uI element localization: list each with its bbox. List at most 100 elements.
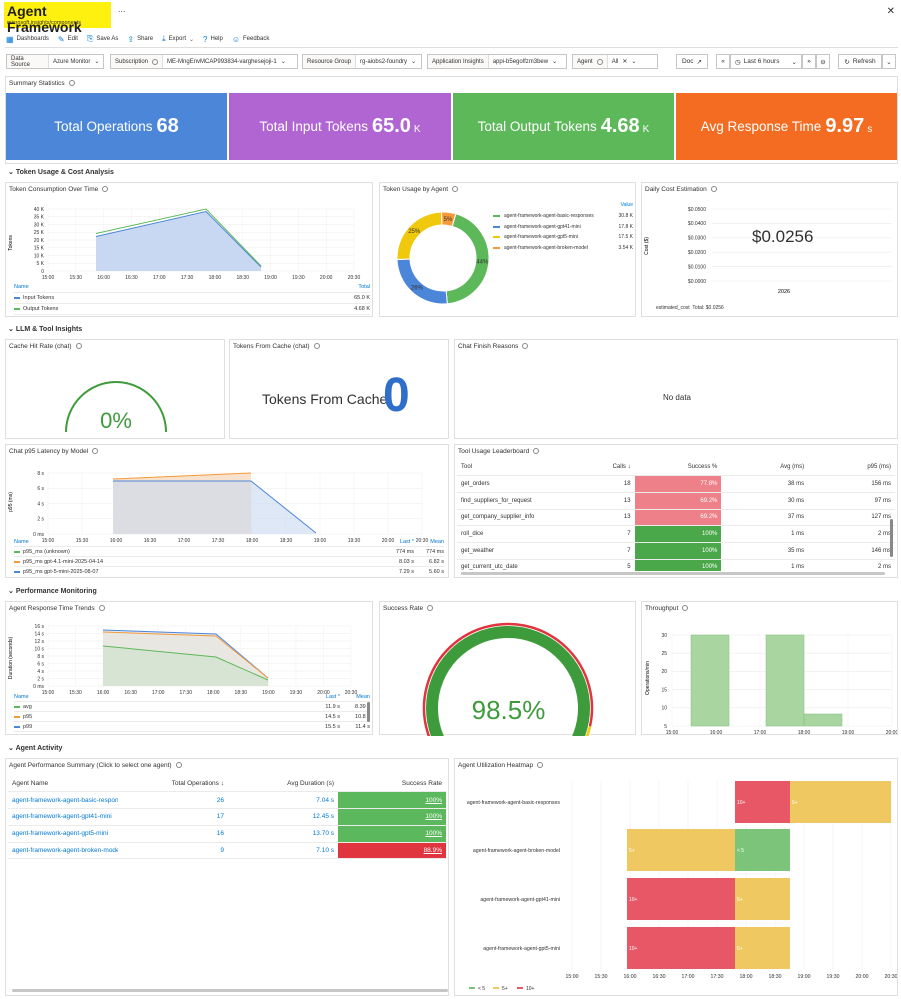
agent-name-link[interactable]: agent-framework-agent-gpt5-mini (8, 825, 118, 843)
vertical-scrollbar[interactable] (367, 702, 370, 722)
heatmap-cell[interactable] (790, 781, 891, 823)
edit-button[interactable]: ✎ Edit (58, 35, 78, 44)
app-insights-param[interactable]: Application Insights appi-b5egolfzm3bew ⌄ (427, 54, 567, 69)
column-header-success-rate[interactable]: Success Rate (338, 775, 446, 793)
y-tick-label: 5 K (36, 261, 44, 267)
info-icon (92, 448, 99, 455)
legend-label: estimated_cost (656, 305, 690, 311)
agent-param[interactable]: Agent All ✕ ⌄ (572, 54, 658, 69)
x-tick-label: 15:00 (42, 690, 55, 696)
legend-row[interactable]: agent-framework-agent-gpt41-mini 17.8 K (493, 222, 633, 233)
tile-unit: K (642, 124, 650, 135)
command-toolbar: ▦ Dashboards ✎ Edit ⎘ Save As ⇪ Share ⤓ Expor… (6, 33, 269, 45)
heatmap-cell[interactable] (735, 781, 790, 823)
legend-row[interactable]: p99 15.5 s 11.4 s (14, 722, 370, 732)
section-title: LLM & Tool Insights (15, 326, 83, 333)
horizontal-scrollbar[interactable] (12, 989, 448, 992)
legend-row[interactable]: p95_ms gpt-5-mini-2025-08-07 7.29 s 5.60 s (14, 567, 444, 576)
legend-row[interactable]: agent-framework-agent-broken-model 3.54 K (493, 243, 633, 254)
agent-name-link[interactable]: agent-framework-agent-basic-responses (8, 791, 118, 810)
heatmap-cell[interactable] (627, 878, 735, 920)
table-row[interactable]: get_weather 7 100% 35 ms 146 ms (457, 542, 895, 560)
legend-row[interactable]: p95 14.5 s 10.8 s (14, 712, 370, 722)
table-row[interactable]: agent-framework-agent-basic-responses 26 7… (8, 791, 446, 810)
x-tick-label: 16:30 (144, 538, 157, 542)
export-button[interactable]: ⤓ Export ⌄ (162, 34, 194, 44)
donut-slice[interactable] (441, 211, 457, 227)
y-tick-label: 25 (661, 651, 667, 657)
legend-row[interactable]: Output Tokens 4.68 K (14, 304, 370, 315)
column-header-tool[interactable]: Tool (457, 459, 546, 477)
legend-label: 5+ (502, 986, 508, 992)
column-header-p95[interactable]: p95 (ms) (808, 459, 895, 477)
horizontal-scrollbar[interactable] (461, 572, 885, 575)
section-llm-insights[interactable]: ⌄ LLM & Tool Insights (8, 325, 82, 333)
chevron-down-icon: ⌄ (886, 58, 892, 66)
heatmap-cell[interactable] (627, 829, 735, 871)
legend-row[interactable]: p95_ms gpt-4.1-mini-2025-04-14 8.03 s 6.82… (14, 557, 444, 567)
doc-button[interactable]: Doc ↗ (676, 54, 708, 69)
time-forward-button[interactable]: » (802, 54, 816, 69)
donut-slice[interactable] (396, 211, 443, 260)
dashboards-button[interactable]: ▦ Dashboards (6, 35, 49, 44)
panel-title-text: Chat Finish Reasons (458, 343, 519, 350)
close-button[interactable]: ✕ (886, 6, 895, 17)
x-tick-label: 18:00 (246, 538, 259, 542)
data-source-param[interactable]: Data Source Azure Monitor ⌄ (6, 54, 104, 69)
column-header-operations[interactable]: Total Operations ↓ (118, 775, 228, 793)
heatmap-cell[interactable] (735, 927, 790, 969)
page-title: Agent Framework (7, 3, 82, 35)
column-header-agent[interactable]: Agent Name (8, 775, 118, 793)
table-row[interactable]: roll_dice 7 100% 1 ms 2 ms (457, 525, 895, 543)
clear-icon[interactable]: ✕ (622, 59, 628, 65)
more-options-button[interactable]: ... (118, 4, 126, 14)
table-row[interactable]: agent-framework-agent-broken-model 9 7.10 … (8, 842, 446, 860)
chevron-down-icon: ⌄ (411, 59, 417, 65)
legend-row[interactable]: p95_ms (unknown) 774 ms 774 ms (14, 547, 444, 557)
refresh-button[interactable]: ↻ Refresh (838, 54, 882, 69)
x-tick-label: 19:00 (842, 730, 855, 734)
legend-row[interactable]: Input Tokens 65.0 K (14, 293, 370, 304)
legend-row[interactable]: avg 11.9 s 8.39 s (14, 702, 370, 712)
save-as-button[interactable]: ⎘ Save As (87, 34, 118, 44)
vertical-scrollbar[interactable] (890, 519, 893, 557)
section-performance[interactable]: ⌄ Performance Monitoring (8, 587, 97, 595)
donut-slice[interactable] (396, 258, 448, 305)
table-row[interactable]: agent-framework-agent-gpt5-mini 16 13.70 s… (8, 825, 446, 843)
zoom-out-button[interactable]: ⊖ (816, 54, 830, 69)
time-back-button[interactable]: « (716, 54, 730, 69)
time-range-picker[interactable]: ◷ Last 6 hours ⌄ (730, 54, 802, 69)
refresh-options-button[interactable]: ⌄ (882, 54, 896, 69)
column-header-avg[interactable]: Avg (ms) (721, 459, 809, 477)
heatmap-cell[interactable] (735, 878, 790, 920)
table-row[interactable]: get_current_utc_date 5 100% 1 ms 2 ms (457, 559, 895, 571)
table-row[interactable]: get_orders 18 77.8% 38 ms 156 ms (457, 475, 895, 493)
heatmap-cell[interactable] (735, 829, 790, 871)
agent-name-link[interactable]: agent-framework-agent-broken-model (8, 842, 118, 860)
legend-row[interactable]: agent-framework-agent-basic-responses 30.… (493, 211, 633, 222)
legend-row[interactable]: agent-framework-agent-gpt5-mini 17.5 K (493, 232, 633, 243)
agent-name-link[interactable]: agent-framework-agent-gpt41-mini (8, 808, 118, 826)
column-header-success[interactable]: Success % (634, 459, 722, 477)
table-row[interactable]: agent-framework-agent-gpt41-mini 17 12.45 … (8, 808, 446, 826)
feedback-button[interactable]: ☺ Feedback (232, 35, 270, 44)
token-consumption-title: Token Consumption Over Time (9, 186, 109, 193)
column-header-calls[interactable]: Calls ↓ (545, 459, 635, 477)
resource-group-param[interactable]: Resource Group rg-aiobs2-foundry ⌄ (302, 54, 422, 69)
subscription-param[interactable]: Subscription ME-MngEnvMCAP993834-varghes… (110, 54, 298, 69)
chevron-down-icon: ⌄ (8, 326, 14, 333)
x-tick-label: 18:00 (207, 690, 220, 696)
share-button[interactable]: ⇪ Share (127, 35, 153, 44)
section-agent-activity[interactable]: ⌄ Agent Activity (8, 744, 62, 752)
gpt5-area (113, 481, 316, 534)
table-row[interactable]: find_suppliers_for_request 13 69.2% 30 ms 97… (457, 492, 895, 510)
y-tick-label: $0.0100 (688, 264, 706, 270)
x-tick-label: 18:30 (769, 974, 782, 980)
success-rate-gauge (422, 622, 594, 736)
legend-last: 8.03 s (399, 558, 414, 565)
table-row[interactable]: get_company_supplier_info 13 69.2% 37 ms 127… (457, 509, 895, 527)
help-button[interactable]: ? Help (203, 35, 223, 44)
heatmap-cell[interactable] (627, 927, 735, 969)
section-token-usage[interactable]: ⌄ Token Usage & Cost Analysis (8, 168, 114, 176)
column-header-duration[interactable]: Avg Duration (s) (228, 775, 338, 793)
